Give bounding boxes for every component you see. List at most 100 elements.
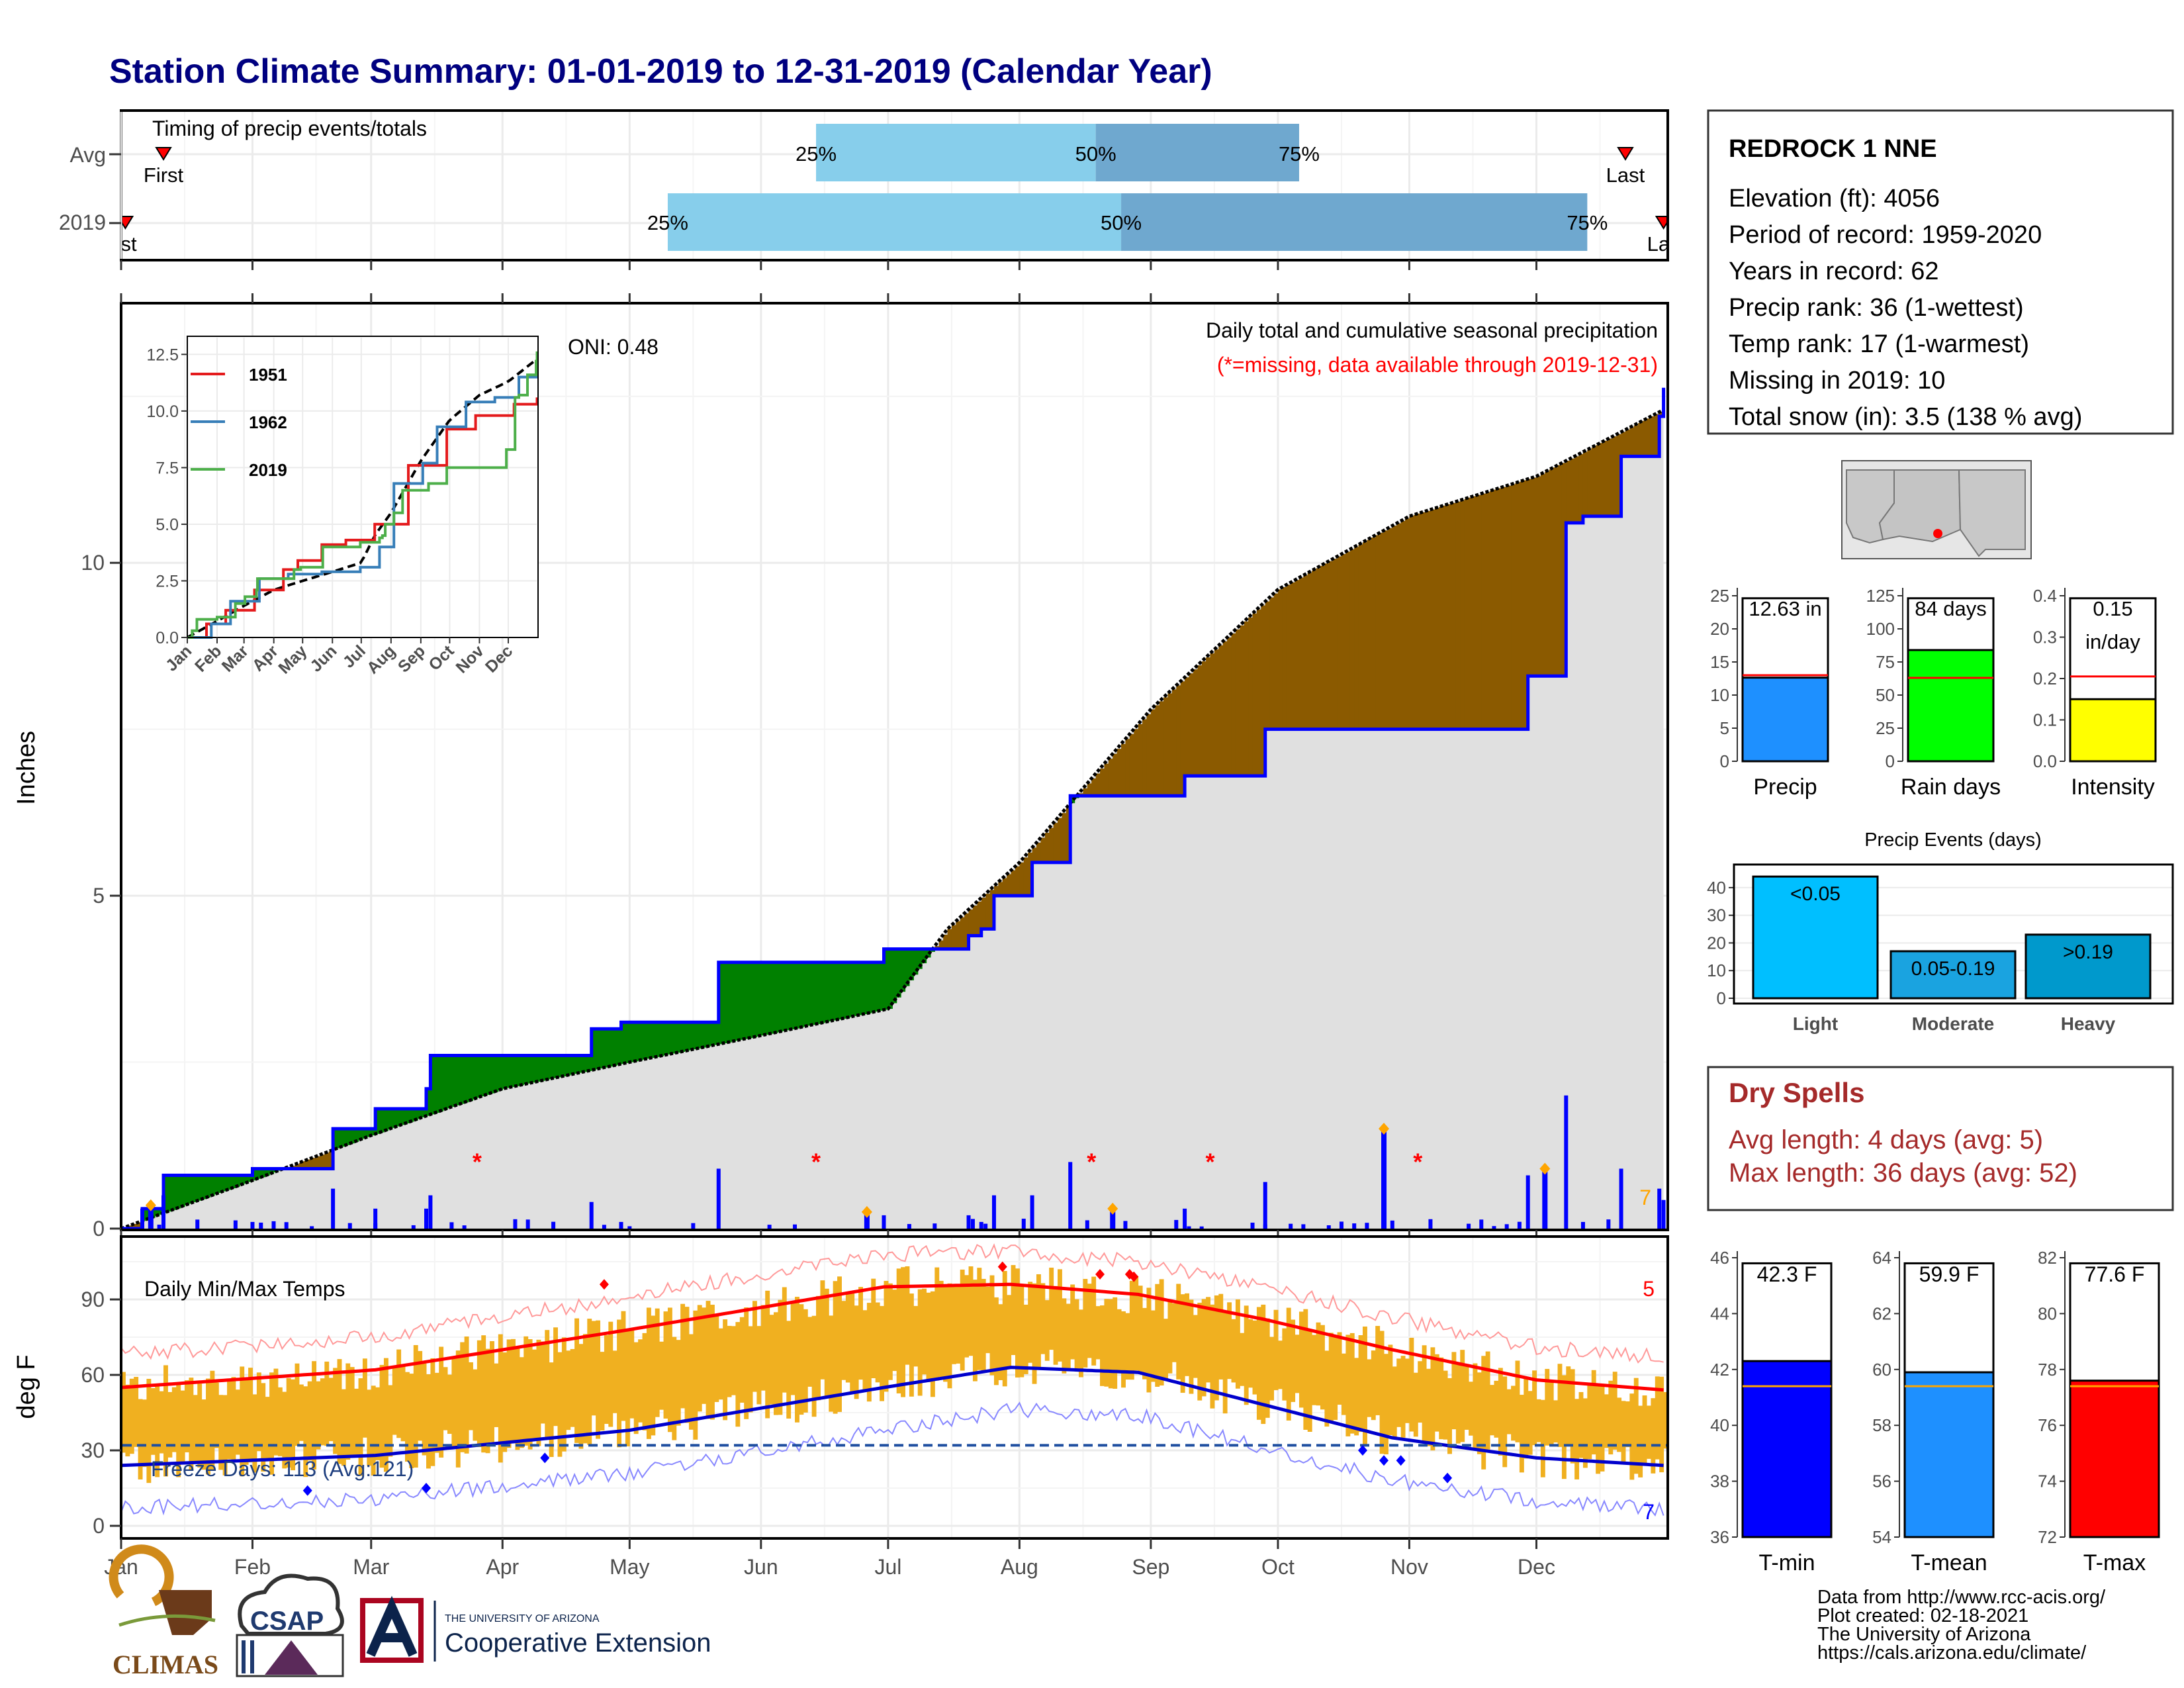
csap-wordmark: CSAP <box>250 1607 324 1636</box>
daily-temp-bar <box>951 1284 956 1364</box>
below-normal-fill <box>1422 512 1427 729</box>
daily-temp-bar <box>629 1328 635 1419</box>
daily-precip-bar <box>1542 1168 1548 1229</box>
daily-temp-bar <box>829 1315 834 1412</box>
daily-precip-bar <box>793 1224 797 1229</box>
temp-ytick-label: 90 <box>81 1288 105 1311</box>
daily-temp-bar <box>155 1385 160 1477</box>
below-normal-fill <box>328 1151 334 1169</box>
daily-temp-bar <box>324 1361 330 1446</box>
events-ytick-label: 10 <box>1707 961 1726 980</box>
daily-temp-bar <box>307 1381 312 1461</box>
below-normal-fill <box>1312 570 1317 729</box>
above-normal-fill <box>244 1175 249 1184</box>
above-normal-fill <box>371 1129 376 1136</box>
temp-ytick-label: 0 <box>93 1514 105 1538</box>
above-normal-fill <box>218 1175 224 1194</box>
daily-temp-bar <box>1566 1366 1571 1445</box>
csap-logo: CSAP <box>236 1573 344 1677</box>
mini-ytick-label: 0.3 <box>2033 628 2057 647</box>
daily-temp-bar <box>206 1378 210 1475</box>
above-normal-fill <box>760 962 766 1036</box>
temp-ylabel: deg F <box>13 1354 40 1419</box>
above-normal-fill <box>464 1055 469 1103</box>
above-normal-fill <box>235 1175 240 1187</box>
daily-temp-bar <box>1617 1397 1622 1452</box>
daily-temp-bar <box>947 1283 952 1389</box>
daily-temp-bar <box>574 1318 579 1443</box>
daily-temp-bar <box>1286 1307 1291 1421</box>
daily-temp-bar <box>451 1356 457 1448</box>
daily-precip-bar <box>1289 1223 1293 1229</box>
mini-ytick-label: 50 <box>1876 685 1895 705</box>
daily-temp-bar <box>1473 1363 1478 1450</box>
daily-temp-bar <box>1163 1319 1168 1380</box>
daily-temp-bar <box>807 1317 813 1387</box>
daily-temp-bar <box>269 1372 274 1475</box>
below-normal-fill <box>1282 586 1287 729</box>
daily-precip-bar <box>1365 1223 1369 1229</box>
precip-corner-count: 7 <box>1639 1186 1651 1209</box>
daily-temp-bar <box>981 1278 986 1372</box>
below-normal-fill <box>1044 833 1050 863</box>
daily-temp-bar <box>523 1336 529 1446</box>
below-normal-fill <box>1095 773 1101 796</box>
daily-precip-bar <box>525 1219 530 1229</box>
daily-temp-bar <box>760 1305 766 1391</box>
daily-temp-bar <box>265 1397 270 1462</box>
above-normal-fill <box>176 1175 181 1209</box>
climas-line <box>118 1614 216 1627</box>
daily-temp-bar <box>718 1328 723 1400</box>
daily-temp-bar <box>1303 1309 1308 1430</box>
daily-temp-bar <box>1155 1284 1160 1387</box>
daily-precip-bar <box>1263 1182 1267 1229</box>
below-normal-fill <box>1087 783 1092 796</box>
above-normal-fill <box>672 1022 677 1054</box>
below-normal-fill <box>1379 532 1385 729</box>
above-normal-fill <box>811 962 817 1025</box>
climas-shape <box>159 1590 212 1635</box>
above-normal-fill <box>850 962 855 1017</box>
daily-temp-bar <box>1455 1364 1461 1444</box>
daily-temp-bar <box>519 1357 524 1448</box>
above-normal-fill <box>633 1022 639 1062</box>
daily-temp-bar <box>1574 1399 1580 1479</box>
page-title: Station Climate Summary: 01-01-2019 to 1… <box>109 52 1212 91</box>
daily-temp-bar <box>646 1307 651 1439</box>
daily-temp-bar <box>803 1309 808 1413</box>
above-normal-fill <box>430 1055 435 1115</box>
above-normal-fill <box>252 1168 257 1181</box>
daily-temp-bar <box>1100 1305 1105 1386</box>
daily-temp-bar <box>1261 1304 1266 1425</box>
credit-line-0: Data from http://www.rcc-acis.org/ <box>1817 1587 2106 1608</box>
below-normal-fill <box>1549 469 1554 677</box>
inset-plot: 0.02.55.07.510.012.5 JanFebMarAprMayJunJ… <box>146 336 539 678</box>
daily-temp-bar <box>642 1333 647 1430</box>
temp-summary-ytick-label: 56 <box>1872 1472 1891 1491</box>
above-normal-fill <box>193 1175 198 1203</box>
month-label: Jul <box>874 1555 901 1579</box>
below-normal-fill <box>312 1158 317 1169</box>
above-normal-fill <box>557 1055 563 1078</box>
above-normal-fill <box>201 1175 206 1199</box>
daily-temp-bar <box>1582 1398 1588 1468</box>
below-normal-fill <box>1527 479 1533 677</box>
daily-temp-bar <box>1341 1353 1346 1415</box>
month-label: Aug <box>1001 1555 1038 1579</box>
below-normal-fill <box>1197 665 1203 776</box>
daily-temp-bar <box>396 1349 402 1438</box>
temp-summary-ytick-label: 38 <box>1710 1472 1729 1491</box>
above-normal-fill <box>892 949 897 1004</box>
daily-temp-bar <box>256 1372 261 1452</box>
daily-precip-bar <box>1606 1219 1611 1229</box>
daily-temp-bar <box>282 1391 287 1469</box>
daily-temp-bar <box>240 1366 245 1477</box>
daily-temp-bar <box>1023 1304 1028 1374</box>
daily-temp-bar <box>464 1336 469 1454</box>
daily-temp-bar <box>1189 1299 1194 1394</box>
above-normal-fill <box>455 1055 461 1105</box>
events-ytick-label: 40 <box>1707 878 1726 898</box>
event-category-label: Heavy <box>2061 1013 2116 1034</box>
daily-temp-bar <box>596 1320 601 1439</box>
daily-temp-bar <box>795 1297 799 1423</box>
